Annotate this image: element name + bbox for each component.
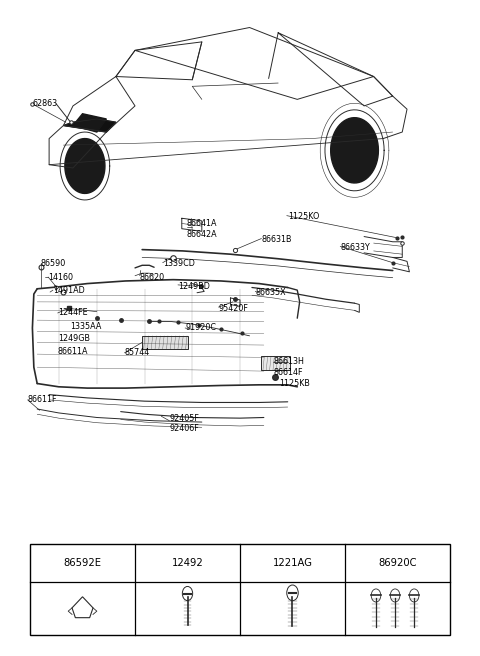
Text: 85744: 85744 [124, 348, 150, 358]
Text: 1125KB: 1125KB [279, 379, 310, 388]
Text: 86635X: 86635X [255, 288, 286, 297]
Text: 86633Y: 86633Y [340, 243, 370, 252]
Text: 86642A: 86642A [187, 230, 217, 239]
Text: 86920C: 86920C [378, 558, 417, 568]
Polygon shape [331, 117, 378, 183]
Text: 86614F: 86614F [274, 368, 303, 377]
Text: 62863: 62863 [33, 100, 58, 108]
Text: 1491AD: 1491AD [53, 285, 84, 295]
Text: 95420F: 95420F [218, 304, 249, 313]
Text: 86613H: 86613H [274, 358, 304, 367]
Text: 86641A: 86641A [187, 219, 217, 228]
Text: 1339CD: 1339CD [163, 260, 194, 268]
Text: 86611A: 86611A [58, 347, 88, 356]
Text: 86631B: 86631B [262, 236, 292, 244]
Polygon shape [63, 119, 116, 132]
FancyBboxPatch shape [142, 336, 188, 349]
Text: 86611F: 86611F [28, 396, 57, 404]
Text: 1125KO: 1125KO [288, 213, 319, 222]
Text: 86592E: 86592E [63, 558, 101, 568]
Text: 1249GB: 1249GB [58, 334, 90, 343]
Text: 92406F: 92406F [169, 424, 199, 433]
Text: 14160: 14160 [48, 272, 73, 281]
FancyBboxPatch shape [30, 544, 450, 635]
Text: 86620: 86620 [140, 272, 165, 281]
Polygon shape [65, 138, 105, 194]
Text: 1221AG: 1221AG [273, 558, 312, 568]
Text: 12492: 12492 [172, 558, 204, 568]
Text: 1335AA: 1335AA [71, 322, 102, 331]
Text: 86590: 86590 [40, 260, 66, 268]
Text: 91920C: 91920C [185, 323, 216, 333]
FancyBboxPatch shape [262, 356, 290, 371]
Text: 1249BD: 1249BD [178, 281, 210, 291]
Text: 1244FE: 1244FE [58, 308, 87, 318]
Text: 92405F: 92405F [169, 414, 199, 422]
Polygon shape [73, 113, 107, 132]
